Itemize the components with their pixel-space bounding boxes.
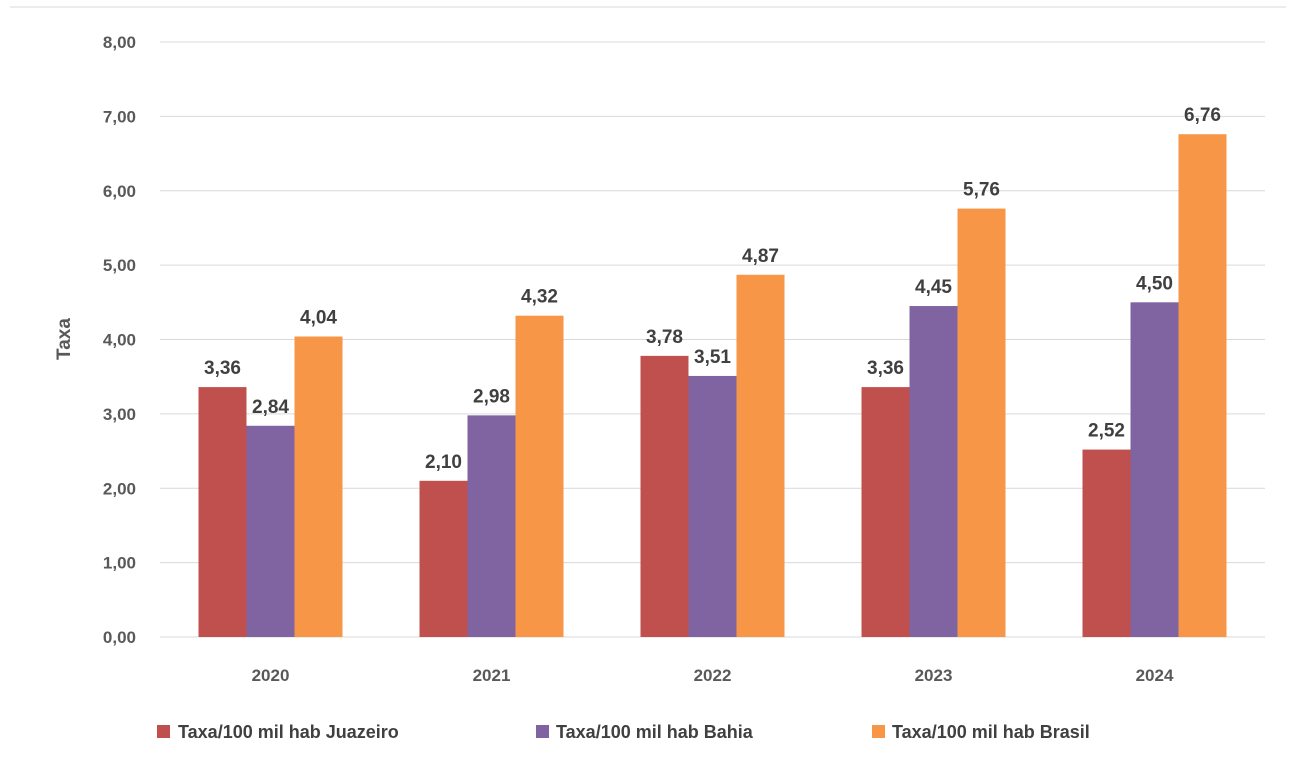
data-label-brasil-2020: 4,04 bbox=[300, 308, 337, 329]
y-tick-label: 2,00 bbox=[103, 479, 136, 498]
y-tick-label: 0,00 bbox=[103, 628, 136, 647]
x-tick-label: 2021 bbox=[473, 666, 511, 685]
bar-juazeiro-2022[interactable] bbox=[641, 356, 689, 637]
y-tick-label: 4,00 bbox=[103, 331, 136, 350]
bar-bahia-2024[interactable] bbox=[1131, 302, 1179, 637]
data-label-bahia-2020: 2,84 bbox=[252, 397, 289, 418]
legend-label-brasil[interactable]: Taxa/100 mil hab Brasil bbox=[892, 722, 1090, 742]
legend-swatch-bahia[interactable] bbox=[536, 725, 549, 738]
data-label-bahia-2023: 4,45 bbox=[915, 277, 952, 298]
bar-brasil-2020[interactable] bbox=[295, 337, 343, 637]
data-label-juazeiro-2024: 2,52 bbox=[1088, 421, 1125, 442]
legend[interactable]: Taxa/100 mil hab Juazeiro Taxa/100 mil h… bbox=[157, 722, 1090, 742]
y-tick-label: 8,00 bbox=[103, 33, 136, 52]
legend-swatch-brasil[interactable] bbox=[872, 725, 885, 738]
data-label-juazeiro-2023: 3,36 bbox=[867, 358, 904, 379]
data-label-brasil-2023: 5,76 bbox=[963, 180, 1000, 201]
data-label-brasil-2024: 6,76 bbox=[1184, 105, 1221, 126]
bar-bahia-2020[interactable] bbox=[247, 426, 295, 637]
legend-swatch-juazeiro[interactable] bbox=[157, 725, 170, 738]
y-tick-label: 1,00 bbox=[103, 554, 136, 573]
y-axis-title: Taxa bbox=[54, 318, 75, 360]
bar-bahia-2022[interactable] bbox=[689, 376, 737, 637]
data-label-bahia-2022: 3,51 bbox=[694, 347, 731, 368]
y-tick-label: 5,00 bbox=[103, 256, 136, 275]
x-tick-label: 2020 bbox=[252, 666, 290, 685]
data-label-juazeiro-2020: 3,36 bbox=[204, 358, 241, 379]
bar-bahia-2023[interactable] bbox=[910, 306, 958, 637]
data-label-bahia-2024: 4,50 bbox=[1136, 273, 1173, 294]
bars bbox=[199, 134, 1227, 637]
y-tick-label: 7,00 bbox=[103, 107, 136, 126]
x-tick-label: 2024 bbox=[1136, 666, 1174, 685]
x-axis-ticks: 2020 2021 2022 2023 2024 bbox=[252, 666, 1174, 685]
y-axis-ticks: 0,00 1,00 2,00 3,00 4,00 5,00 6,00 7,00 8,00 bbox=[103, 33, 136, 647]
bar-brasil-2024[interactable] bbox=[1179, 134, 1227, 637]
legend-label-bahia[interactable]: Taxa/100 mil hab Bahia bbox=[556, 722, 754, 742]
legend-label-juazeiro[interactable]: Taxa/100 mil hab Juazeiro bbox=[178, 722, 399, 742]
data-label-bahia-2021: 2,98 bbox=[473, 386, 510, 407]
bar-juazeiro-2024[interactable] bbox=[1083, 450, 1131, 637]
bar-brasil-2023[interactable] bbox=[958, 209, 1006, 637]
data-label-juazeiro-2022: 3,78 bbox=[646, 327, 683, 348]
x-tick-label: 2023 bbox=[915, 666, 953, 685]
bar-brasil-2022[interactable] bbox=[737, 275, 785, 637]
bar-brasil-2021[interactable] bbox=[516, 316, 564, 637]
data-label-juazeiro-2021: 2,10 bbox=[425, 452, 462, 473]
bar-juazeiro-2020[interactable] bbox=[199, 387, 247, 637]
y-tick-label: 3,00 bbox=[103, 405, 136, 424]
bar-bahia-2021[interactable] bbox=[468, 415, 516, 637]
x-tick-label: 2022 bbox=[694, 666, 732, 685]
bar-juazeiro-2021[interactable] bbox=[420, 481, 468, 637]
bar-juazeiro-2023[interactable] bbox=[862, 387, 910, 637]
y-tick-label: 6,00 bbox=[103, 182, 136, 201]
data-label-brasil-2021: 4,32 bbox=[521, 287, 558, 308]
data-label-brasil-2022: 4,87 bbox=[742, 246, 779, 267]
